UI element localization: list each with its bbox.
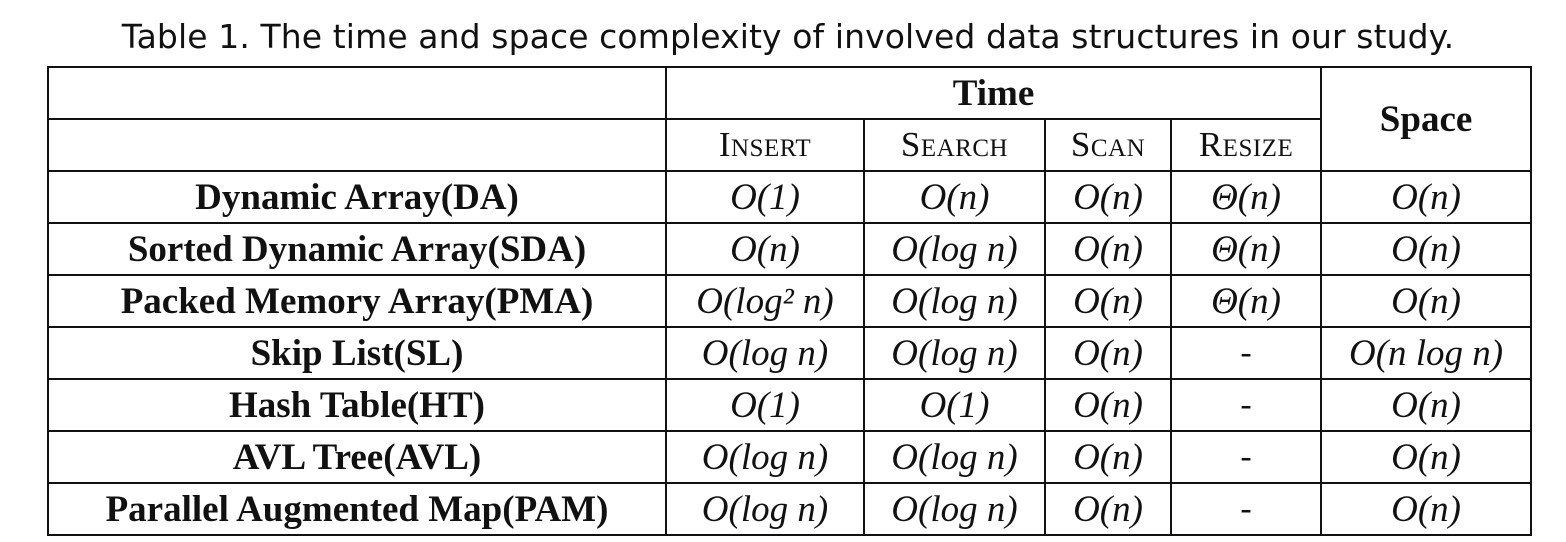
header-row-group: Time Space: [47, 66, 1533, 172]
insert-complexity-cell: O(log n): [665, 430, 865, 484]
table-row: AVL Tree(AVL) O(log n) O(log n) O(n) - O(n): [47, 430, 1533, 484]
structure-name-cell: Packed Memory Array(PMA): [47, 274, 667, 328]
structure-name-cell: Dynamic Array(DA): [47, 170, 667, 224]
insert-complexity-cell: O(1): [665, 170, 865, 224]
table-caption: Table 1. The time and space complexity o…: [121, 17, 1455, 56]
space-complexity-cell: O(n): [1320, 378, 1533, 432]
search-complexity-cell: O(log n): [863, 222, 1046, 276]
insert-column-header: Insert: [665, 118, 865, 172]
resize-complexity-cell: -: [1169, 482, 1323, 536]
resize-complexity-cell: Θ(n): [1169, 222, 1323, 276]
space-complexity-cell: O(n): [1320, 482, 1533, 536]
resize-complexity-cell: Θ(n): [1169, 170, 1323, 224]
insert-complexity-cell: O(n): [665, 222, 865, 276]
search-complexity-cell: O(log n): [863, 430, 1046, 484]
table-row: Parallel Augmented Map(PAM) O(log n) O(log…: [47, 482, 1533, 536]
structure-name-cell: AVL Tree(AVL): [47, 430, 667, 484]
table-row: Packed Memory Array(PMA) O(log² n) O(log n…: [47, 274, 1533, 328]
structure-name-cell: Skip List(SL): [47, 326, 667, 380]
scan-complexity-cell: O(n): [1044, 482, 1172, 536]
space-complexity-cell: O(n): [1320, 222, 1533, 276]
header-row-operations: Insert Search Scan Resize: [47, 118, 1531, 172]
header-corner-cell-lower: [47, 118, 667, 172]
header-corner-cell: [47, 66, 667, 120]
structure-name-cell: Sorted Dynamic Array(SDA): [47, 222, 667, 276]
insert-complexity-cell: O(log n): [665, 482, 865, 536]
time-group-header: Time: [664, 66, 1323, 120]
insert-complexity-cell: O(log² n): [665, 274, 865, 328]
space-complexity-cell: O(n log n): [1320, 326, 1533, 380]
space-complexity-cell: O(n): [1320, 274, 1533, 328]
table-row: Dynamic Array(DA) O(1) O(n) O(n) Θ(n) O(n): [47, 170, 1533, 224]
search-complexity-cell: O(n): [863, 170, 1046, 224]
search-complexity-cell: O(log n): [863, 274, 1046, 328]
search-complexity-cell: O(log n): [863, 482, 1046, 536]
scan-column-header: Scan: [1044, 118, 1172, 172]
scan-complexity-cell: O(n): [1044, 378, 1172, 432]
table-body: Dynamic Array(DA) O(1) O(n) O(n) Θ(n) O(n) Sor…: [47, 170, 1533, 536]
scan-complexity-cell: O(n): [1044, 326, 1172, 380]
table-row: Skip List(SL) O(log n) O(log n) O(n) - O(n lo…: [47, 326, 1533, 380]
insert-complexity-cell: O(1): [665, 378, 865, 432]
search-complexity-cell: O(1): [863, 378, 1046, 432]
space-group-header: Space: [1320, 66, 1533, 172]
search-complexity-cell: O(log n): [863, 326, 1046, 380]
complexity-table: Time Space Insert Search Scan Resize Dyn…: [47, 66, 1533, 536]
structure-name-cell: Parallel Augmented Map(PAM): [47, 482, 667, 536]
resize-complexity-cell: -: [1169, 430, 1323, 484]
resize-complexity-cell: -: [1169, 326, 1323, 380]
scan-complexity-cell: O(n): [1044, 170, 1172, 224]
scan-complexity-cell: O(n): [1044, 274, 1172, 328]
resize-column-header: Resize: [1169, 118, 1323, 172]
scan-complexity-cell: O(n): [1044, 430, 1172, 484]
search-column-header: Search: [863, 118, 1046, 172]
table-row: Sorted Dynamic Array(SDA) O(n) O(log n) O(n…: [47, 222, 1533, 276]
resize-complexity-cell: Θ(n): [1169, 274, 1323, 328]
space-complexity-cell: O(n): [1320, 170, 1533, 224]
structure-name-cell: Hash Table(HT): [47, 378, 667, 432]
table-row: Hash Table(HT) O(1) O(1) O(n) - O(n): [47, 378, 1533, 432]
insert-complexity-cell: O(log n): [665, 326, 865, 380]
resize-complexity-cell: -: [1169, 378, 1323, 432]
space-complexity-cell: O(n): [1320, 430, 1533, 484]
scan-complexity-cell: O(n): [1044, 222, 1172, 276]
